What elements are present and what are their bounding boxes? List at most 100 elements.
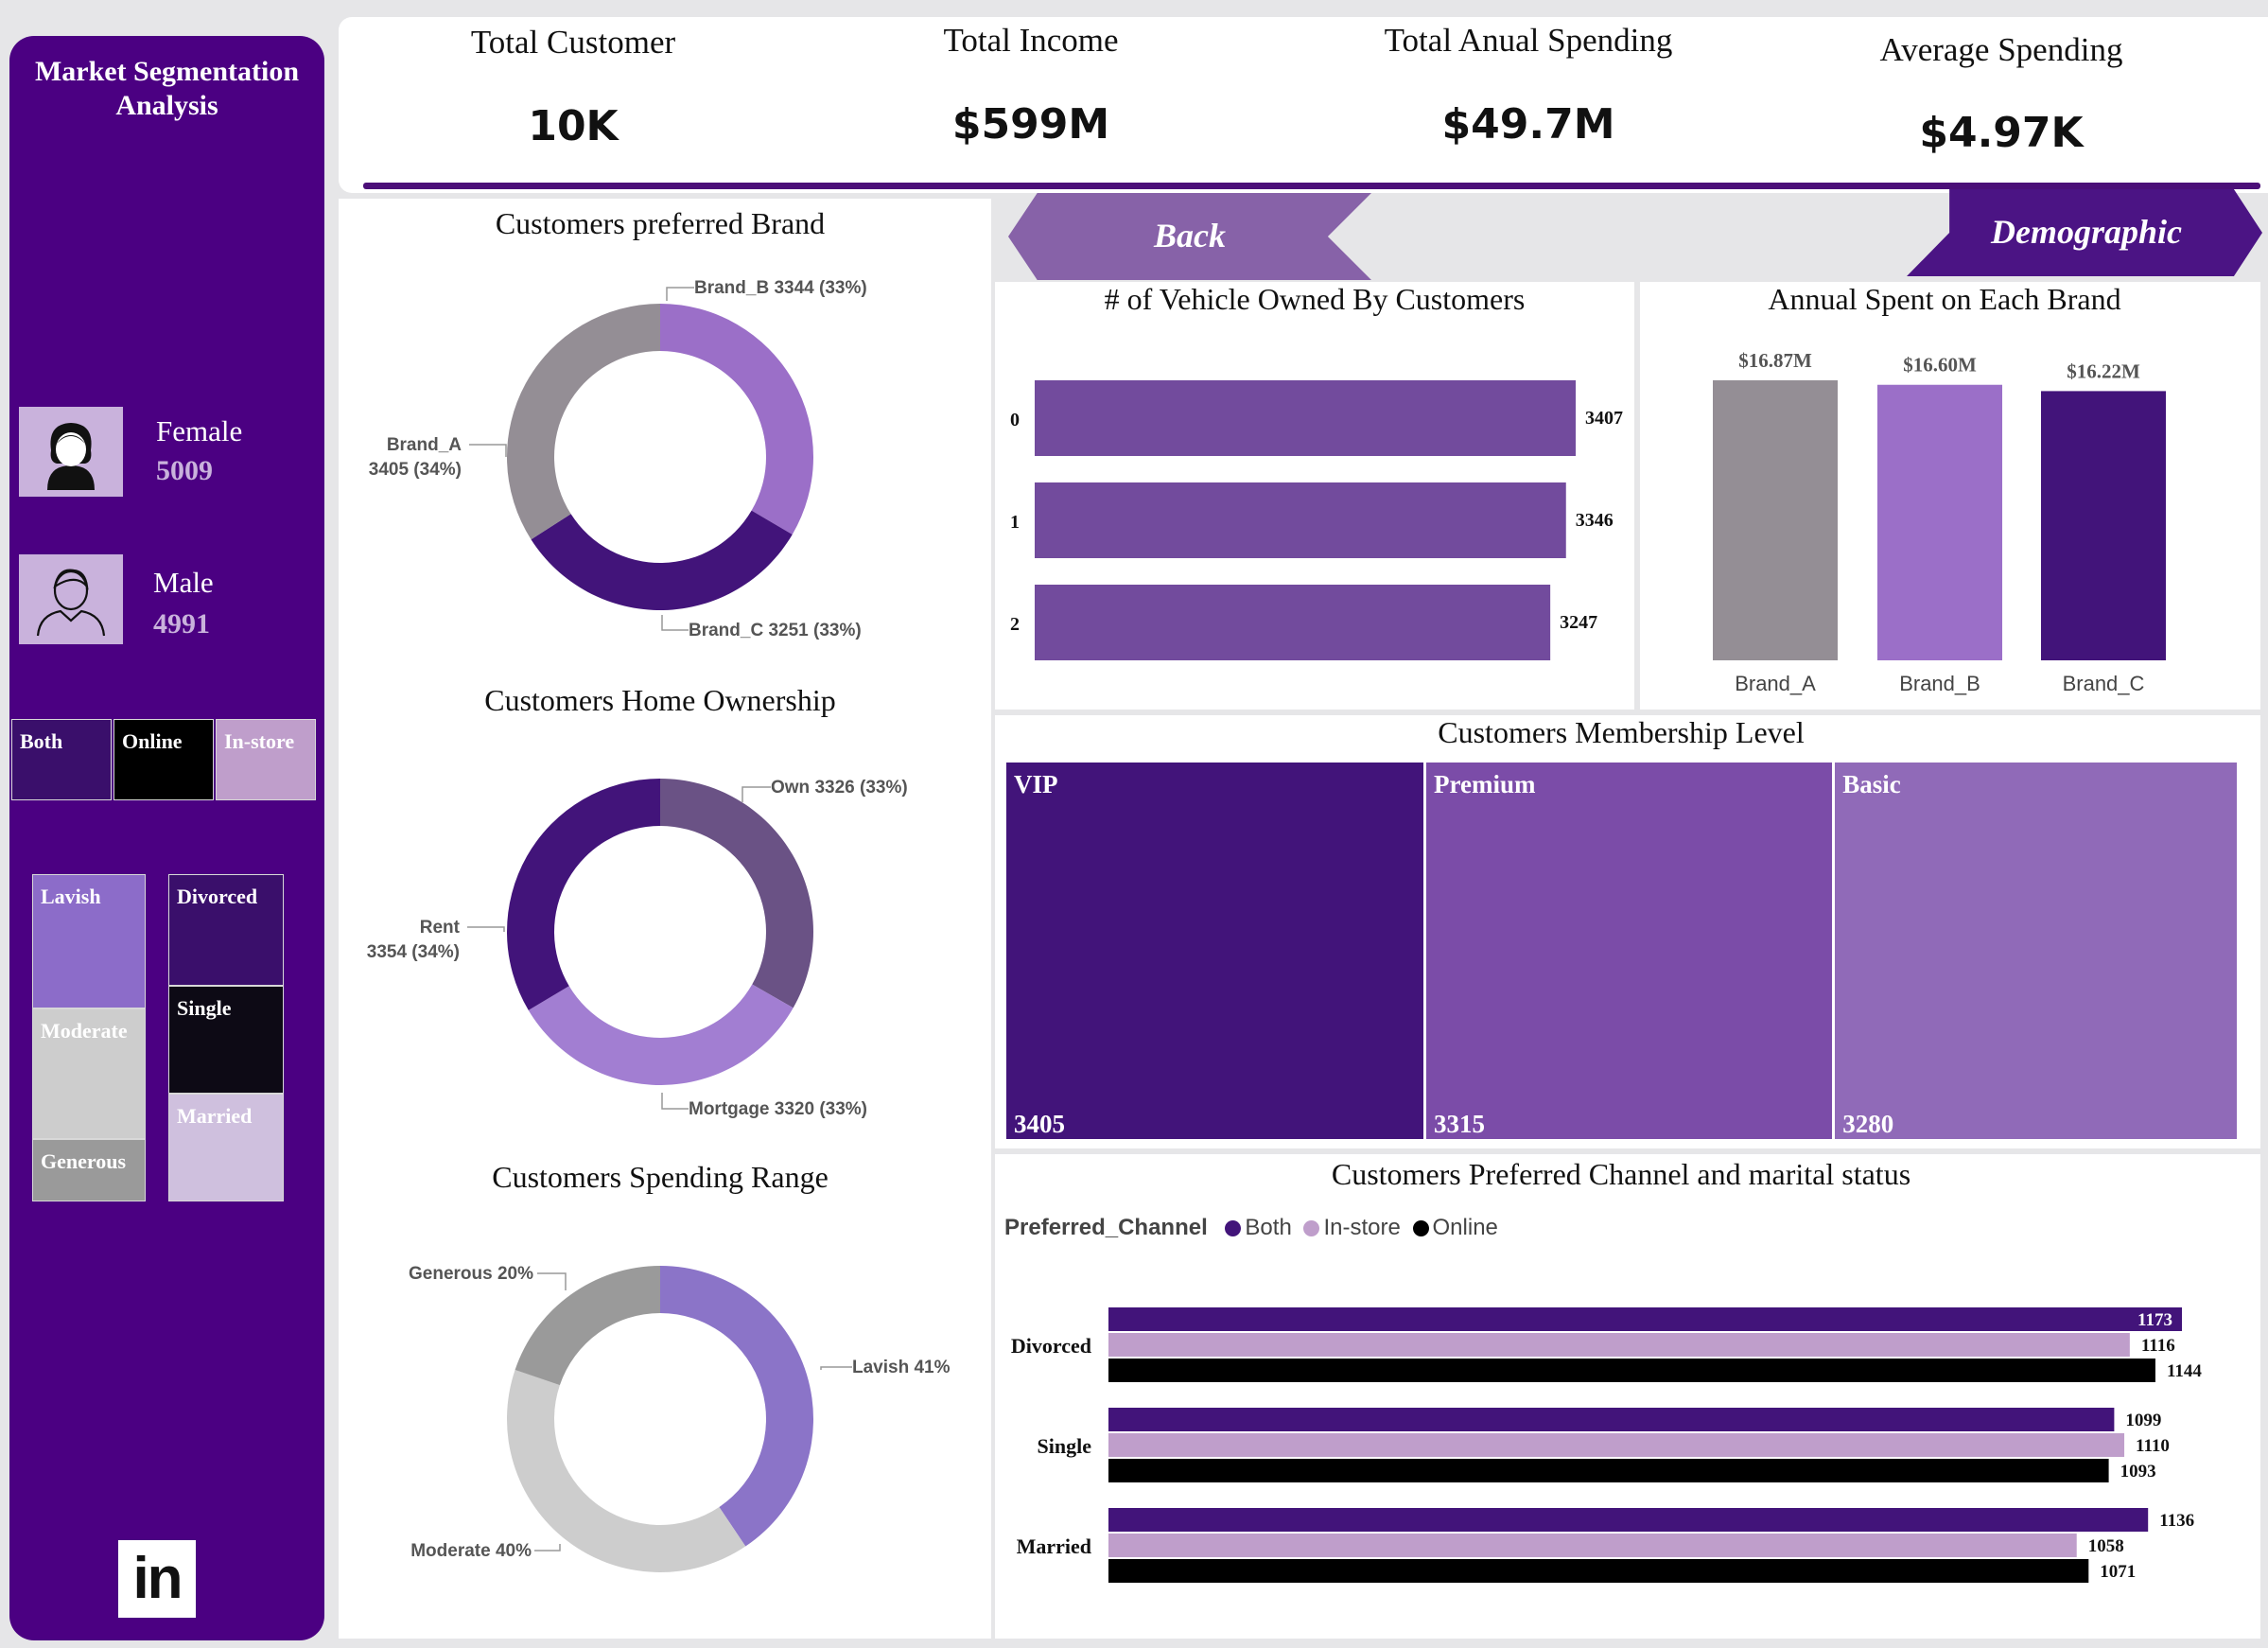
app-title: Market Segmentation Analysis <box>34 56 300 121</box>
home-slice-rent[interactable] <box>507 779 660 1010</box>
slicer-channel-both[interactable]: Both <box>11 719 112 800</box>
home-chart-title: Customers Home Ownership <box>484 683 836 717</box>
channel-bar-both[interactable] <box>1108 1408 2115 1431</box>
vehicle-bar-chart: 0 3407 1 3346 2 3247 <box>1010 380 1623 660</box>
brand-slice-label: Brand_C 3251 (33%) <box>689 621 862 640</box>
back-button[interactable] <box>1008 193 1371 280</box>
male-count: 4991 <box>153 608 210 640</box>
slicer-channel-instore[interactable]: In-store <box>216 719 316 800</box>
annual-bar-brand_c[interactable] <box>2041 391 2166 660</box>
channel-bar-in-store[interactable] <box>1108 1333 2130 1357</box>
membership-cell-vip[interactable]: VIP 3405 <box>1006 763 1423 1139</box>
legend-item-both[interactable]: Both <box>1225 1215 1292 1240</box>
brand-slice-brand_b[interactable] <box>660 304 813 535</box>
vehicle-category-label: 0 <box>1010 410 1020 430</box>
kpi-average-spending-label: Average Spending <box>1879 31 2123 68</box>
back-button-label[interactable]: Back <box>1154 217 1226 254</box>
slicer-marital-single[interactable]: Single <box>168 986 284 1094</box>
sidebar: Market Segmentation Analysis Female 5009… <box>9 36 324 1640</box>
leader-line <box>666 287 694 301</box>
membership-cell-basic[interactable]: Basic 3280 <box>1835 763 2237 1139</box>
leader-line <box>534 1544 561 1552</box>
channel-value-label: 1071 <box>2100 1562 2136 1582</box>
channel-chart-title: Customers Preferred Channel and marital … <box>1331 1157 1911 1191</box>
slicer-spending-moderate[interactable]: Moderate <box>32 1008 146 1139</box>
leader-line <box>661 1093 689 1110</box>
channel-value-label: 1173 <box>2137 1310 2172 1330</box>
channel-value-label: 1110 <box>2136 1436 2170 1456</box>
brand-slice-brand_a[interactable] <box>507 304 660 540</box>
channel-bar-both[interactable] <box>1108 1508 2149 1532</box>
brand-chart-title: Customers preferred Brand <box>495 206 826 240</box>
marital-category-label: Divorced <box>1011 1334 1091 1358</box>
legend-dot-icon <box>1412 1220 1429 1237</box>
spending-slice-generous[interactable] <box>515 1266 660 1386</box>
membership-cell-value: 3405 <box>1014 1110 1065 1138</box>
kpi-total-spending-label: Total Anual Spending <box>1384 22 1673 59</box>
channel-bar-online[interactable] <box>1108 1459 2109 1482</box>
channel-value-label: 1136 <box>2159 1511 2194 1531</box>
membership-cell-label: VIP <box>1014 770 1058 798</box>
female-avatar-icon <box>47 423 95 490</box>
kpi-panel <box>339 17 2268 193</box>
channel-bar-chart: Divorced 1173 1116 1144 Single 1099 1110 1093 Ma… <box>1011 1307 2202 1583</box>
vehicle-bar[interactable] <box>1035 482 1566 558</box>
spending-slice-lavish[interactable] <box>660 1266 814 1547</box>
annual-value-label: $16.87M <box>1738 349 1812 372</box>
demographic-button-label[interactable]: Demographic <box>1991 213 2182 251</box>
membership-cell-value: 3315 <box>1434 1110 1485 1138</box>
spending-slice-moderate[interactable] <box>507 1370 746 1572</box>
marital-category-label: Single <box>1038 1434 1092 1458</box>
annual-bar-brand_a[interactable] <box>1713 380 1838 660</box>
female-card[interactable] <box>19 407 123 497</box>
slicer-spending-generous[interactable]: Generous <box>32 1139 146 1201</box>
kpi-underline <box>363 183 2260 189</box>
annual-bar-brand_b[interactable] <box>1877 384 2002 660</box>
channel-bar-online[interactable] <box>1108 1559 2089 1583</box>
spending-slice-label: Generous 20% <box>409 1264 533 1284</box>
slicer-marital-divorced[interactable]: Divorced <box>168 874 284 986</box>
brand-slice-brand_c[interactable] <box>531 510 793 610</box>
female-label: Female <box>156 414 243 447</box>
home-slice-own[interactable] <box>660 779 813 1008</box>
channel-bar-in-store[interactable] <box>1108 1534 2077 1557</box>
vehicle-value-label: 3346 <box>1576 510 1614 531</box>
slicer-spending-lavish[interactable]: Lavish <box>32 874 146 1008</box>
home-slice-mortgage[interactable] <box>528 984 794 1085</box>
membership-cell-premium[interactable]: Premium 3315 <box>1426 763 1833 1139</box>
male-card[interactable] <box>19 554 123 644</box>
slicer-marital-married[interactable]: Married <box>168 1094 284 1201</box>
slicer-channel-online[interactable]: Online <box>113 719 214 800</box>
brand-slice-label-value: 3405 (34%) <box>369 460 462 480</box>
vehicle-bar[interactable] <box>1035 380 1576 456</box>
vehicle-category-label: 2 <box>1010 614 1020 635</box>
annual-category-label: Brand_B <box>1899 672 1980 695</box>
leader-line <box>661 615 689 631</box>
vehicle-category-label: 1 <box>1010 512 1020 533</box>
home-slice-label: Rent <box>420 918 461 938</box>
legend-dot-icon <box>1225 1220 1242 1237</box>
channel-panel <box>995 1154 2260 1639</box>
demographic-button[interactable] <box>1907 189 2262 276</box>
vehicle-bar[interactable] <box>1035 585 1551 660</box>
membership-treemap: VIP 3405 Premium 3315 Basic 3280 <box>1006 763 2240 1139</box>
vehicle-chart-title: # of Vehicle Owned By Customers <box>1104 282 1526 316</box>
spending-slice-label: Moderate 40% <box>410 1541 532 1561</box>
kpi-total-income-value: $599M <box>951 100 1110 149</box>
leader-line <box>820 1366 852 1370</box>
legend-item-instore[interactable]: In-store <box>1303 1215 1401 1240</box>
channel-value-label: 1093 <box>2120 1462 2156 1481</box>
female-count: 5009 <box>156 455 213 486</box>
channel-bar-both[interactable] <box>1108 1307 2182 1331</box>
home-slice-label: Own 3326 (33%) <box>771 778 908 798</box>
spending-chart-title: Customers Spending Range <box>492 1160 829 1194</box>
legend-item-online[interactable]: Online <box>1412 1215 1498 1240</box>
vehicle-value-label: 3407 <box>1585 408 1623 429</box>
brand-slice-label: Brand_B 3344 (33%) <box>694 278 867 298</box>
channel-bar-online[interactable] <box>1108 1359 2155 1382</box>
kpi-total-customer-value: 10K <box>528 102 619 150</box>
linkedin-icon[interactable]: in <box>118 1540 196 1618</box>
channel-bar-in-store[interactable] <box>1108 1433 2125 1457</box>
annual-value-label: $16.60M <box>1903 354 1977 377</box>
